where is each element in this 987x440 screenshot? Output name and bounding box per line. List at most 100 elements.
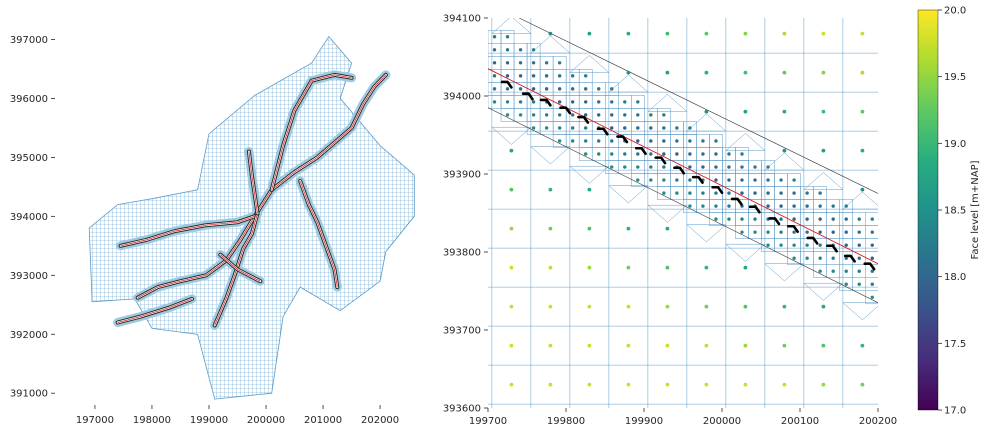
face-level-point: [587, 31, 592, 36]
face-level-point: [870, 217, 874, 221]
face-level-point: [782, 382, 787, 387]
mesh-transition-cell: [530, 35, 571, 54]
face-level-point: [844, 204, 848, 208]
overview-y-tick-label: 393000: [10, 271, 48, 282]
face-level-point: [844, 282, 848, 286]
face-level-point: [727, 178, 731, 182]
face-level-point: [531, 126, 536, 130]
channel-centerline: [488, 68, 878, 265]
face-level-point: [792, 191, 796, 195]
face-level-point: [740, 230, 744, 234]
detail-face-level-points: [492, 31, 874, 387]
mesh-transition-cell: [686, 113, 727, 132]
face-level-point: [766, 165, 770, 169]
face-level-point: [623, 152, 627, 156]
face-level-point: [792, 178, 796, 182]
bank-line-0: [519, 18, 878, 194]
overview-x-tick-label: 200000: [247, 415, 285, 426]
face-level-point: [857, 217, 861, 221]
face-level-point: [583, 126, 588, 130]
face-level-point: [844, 269, 848, 273]
channel-centerline-7: [220, 254, 261, 282]
face-level-point: [701, 165, 705, 169]
face-level-point: [665, 343, 670, 348]
face-level-point: [636, 126, 640, 130]
face-level-point: [818, 204, 822, 208]
face-level-point: [557, 74, 562, 78]
overview-x-tick-label: 202000: [361, 415, 399, 426]
face-level-point: [610, 126, 614, 130]
face-level-point: [675, 139, 679, 143]
mesh-transition-cell: [725, 133, 766, 151]
face-level-point: [727, 217, 731, 221]
weir-segment-8: [654, 156, 667, 165]
face-level-point: [662, 165, 666, 169]
face-level-point: [492, 35, 497, 39]
face-level-point: [743, 304, 748, 309]
face-level-point: [782, 31, 787, 36]
face-level-point: [743, 109, 748, 114]
face-level-point: [727, 191, 731, 195]
face-level-point: [662, 191, 666, 195]
face-level-point: [779, 191, 783, 195]
face-level-point: [505, 61, 510, 65]
weir-segment-9: [673, 166, 686, 175]
weir-segment-3: [559, 106, 572, 115]
face-level-point: [626, 31, 631, 36]
face-level-point: [727, 152, 731, 156]
face-level-point: [740, 217, 744, 221]
mesh-transition-cell: [608, 185, 649, 204]
face-level-point: [675, 126, 679, 130]
mesh-transition-cell: [569, 55, 610, 73]
face-level-point: [509, 226, 514, 231]
face-level-point: [548, 343, 553, 348]
face-level-point: [649, 113, 653, 117]
face-level-point: [857, 269, 861, 273]
overview-y-tick-label: 395000: [10, 153, 48, 164]
face-level-point: [704, 31, 709, 36]
face-level-point: [597, 100, 601, 104]
mesh-fine-cell: [657, 108, 671, 122]
face-level-point: [704, 70, 709, 75]
face-level-point: [857, 256, 861, 260]
face-level-point: [587, 226, 592, 231]
channel-centerline-3: [299, 180, 338, 288]
face-level-point: [870, 243, 874, 247]
weir-segment-18: [843, 254, 856, 263]
overview-y-tick-label: 392000: [10, 330, 48, 341]
face-level-point: [831, 256, 835, 260]
face-level-point: [570, 74, 575, 78]
face-level-point: [857, 230, 861, 234]
face-level-point: [570, 100, 575, 104]
mesh-fine-cell: [839, 199, 853, 213]
face-level-point: [701, 191, 705, 195]
face-level-point: [583, 152, 588, 156]
face-level-point: [665, 304, 670, 309]
face-level-point: [727, 204, 731, 208]
face-level-point: [766, 178, 770, 182]
detail-y-tick-label: 393700: [443, 326, 481, 337]
face-level-point: [766, 204, 770, 208]
face-level-point: [662, 152, 666, 156]
face-level-point: [548, 265, 553, 270]
overview-x-tick-label: 197000: [76, 415, 114, 426]
face-level-point: [623, 113, 627, 117]
weir-segment-7: [634, 146, 647, 156]
face-level-point: [623, 165, 627, 169]
channel-centerline-6: [117, 298, 193, 323]
face-level-point: [626, 265, 631, 270]
face-level-point: [782, 70, 787, 75]
face-level-point: [792, 204, 796, 208]
face-level-point: [821, 343, 826, 348]
overview-channel-network: [113, 70, 391, 330]
mesh-fine-cell: [552, 56, 567, 70]
colorbar-tick-label: 19.5: [944, 72, 966, 83]
face-level-point: [505, 35, 510, 39]
face-level-point: [544, 113, 549, 117]
face-level-point: [544, 74, 549, 78]
face-level-point: [509, 265, 514, 270]
face-level-point: [714, 152, 718, 156]
face-level-point: [701, 152, 705, 156]
detail-x-tick-label: 200200: [859, 416, 897, 427]
face-level-point: [587, 343, 592, 348]
